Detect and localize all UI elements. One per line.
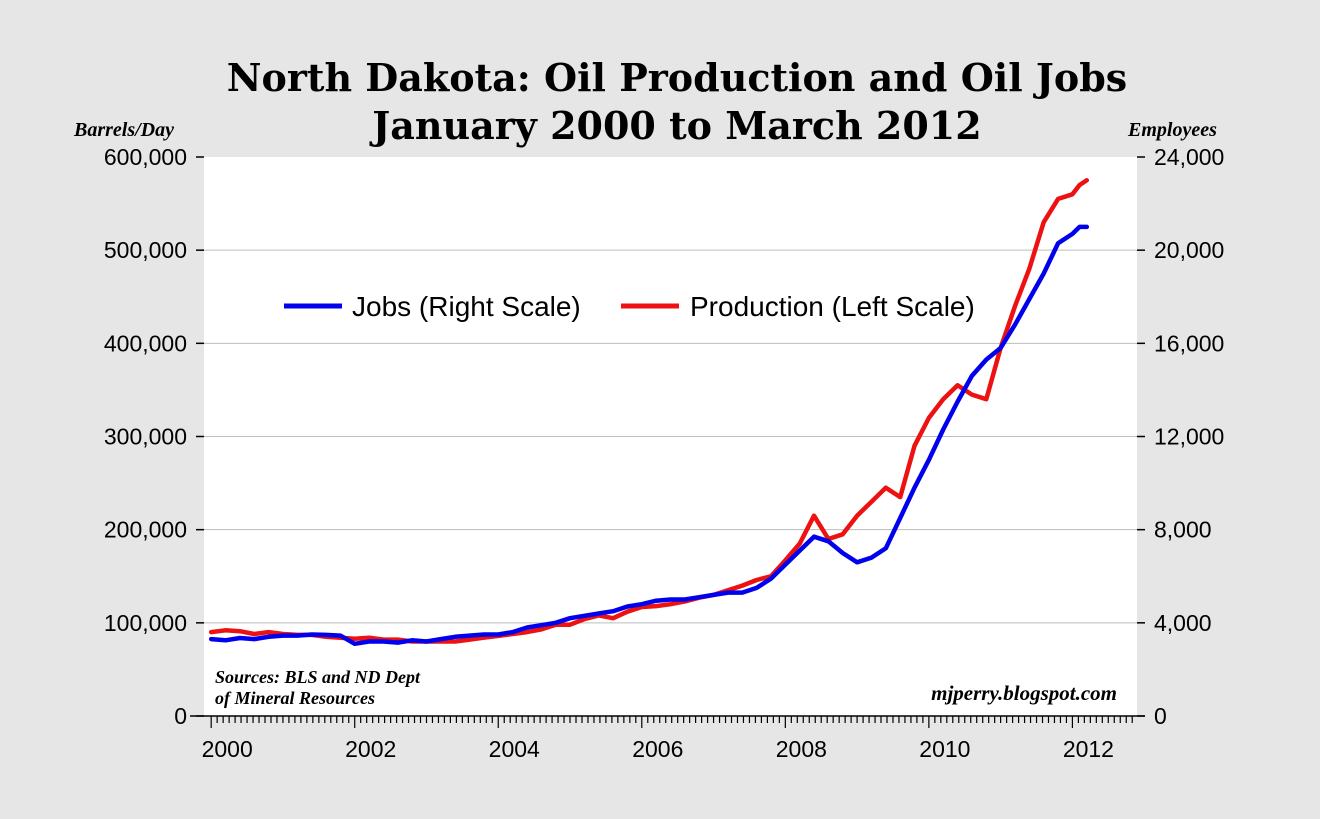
- x-tick-label: 2010: [919, 736, 970, 762]
- gridlines: [204, 249, 1137, 624]
- series-line-production: [208, 178, 1090, 644]
- y-right-tick-label: 0: [1154, 703, 1167, 729]
- y-left-tick-label: 500,000: [104, 237, 187, 263]
- legend: Jobs (Right Scale) Production (Left Scal…: [284, 291, 975, 322]
- y-right-tick-label: 24,000: [1154, 144, 1224, 170]
- y-right-tick-label: 8,000: [1154, 517, 1212, 543]
- legend-label-jobs: Jobs (Right Scale): [352, 291, 581, 322]
- sources-note-line2: of Mineral Resources: [215, 688, 375, 708]
- y-right-tick-label: 20,000: [1154, 237, 1224, 263]
- y-right-tick-label: 4,000: [1154, 610, 1212, 636]
- x-tick-label: 2002: [345, 736, 396, 762]
- series-line-jobs: [208, 224, 1090, 647]
- x-tick-label: 2004: [489, 736, 540, 762]
- x-tick-label: 2012: [1063, 736, 1114, 762]
- x-tick-label: 2000: [202, 736, 253, 762]
- y-left-tick-label: 400,000: [104, 330, 187, 356]
- y-right-axis-title: Employees: [1127, 119, 1217, 141]
- y-left-tick-label: 200,000: [104, 517, 187, 543]
- chart-subtitle: January 2000 to March 2012: [369, 103, 981, 148]
- y-left-tick-label: 100,000: [104, 610, 187, 636]
- sources-note-line1: Sources: BLS and ND Dept: [215, 667, 421, 687]
- x-tick-label: 2006: [632, 736, 683, 762]
- y-right-axis: 0 4,000 8,000 12,000 16,000 20,000 24,000: [1137, 144, 1224, 729]
- chart-title: North Dakota: Oil Production and Oil Job…: [227, 55, 1127, 100]
- legend-label-production: Production (Left Scale): [690, 291, 975, 322]
- y-right-tick-label: 12,000: [1154, 424, 1224, 450]
- y-left-axis-title: Barrels/Day: [73, 119, 174, 141]
- x-axis: 2000 2002 2004 2006 2008 2010 2012: [190, 715, 1145, 762]
- y-right-tick-label: 16,000: [1154, 330, 1224, 356]
- x-tick-label: 2008: [776, 736, 827, 762]
- y-left-tick-label: 300,000: [104, 424, 187, 450]
- credit-note: mjperry.blogspot.com: [931, 681, 1117, 705]
- series: [208, 178, 1090, 647]
- y-left-tick-label: 600,000: [104, 144, 187, 170]
- y-left-axis: 0 100,000 200,000 300,000 400,000 500,000 600,…: [104, 144, 204, 729]
- y-left-tick-label: 0: [174, 703, 187, 729]
